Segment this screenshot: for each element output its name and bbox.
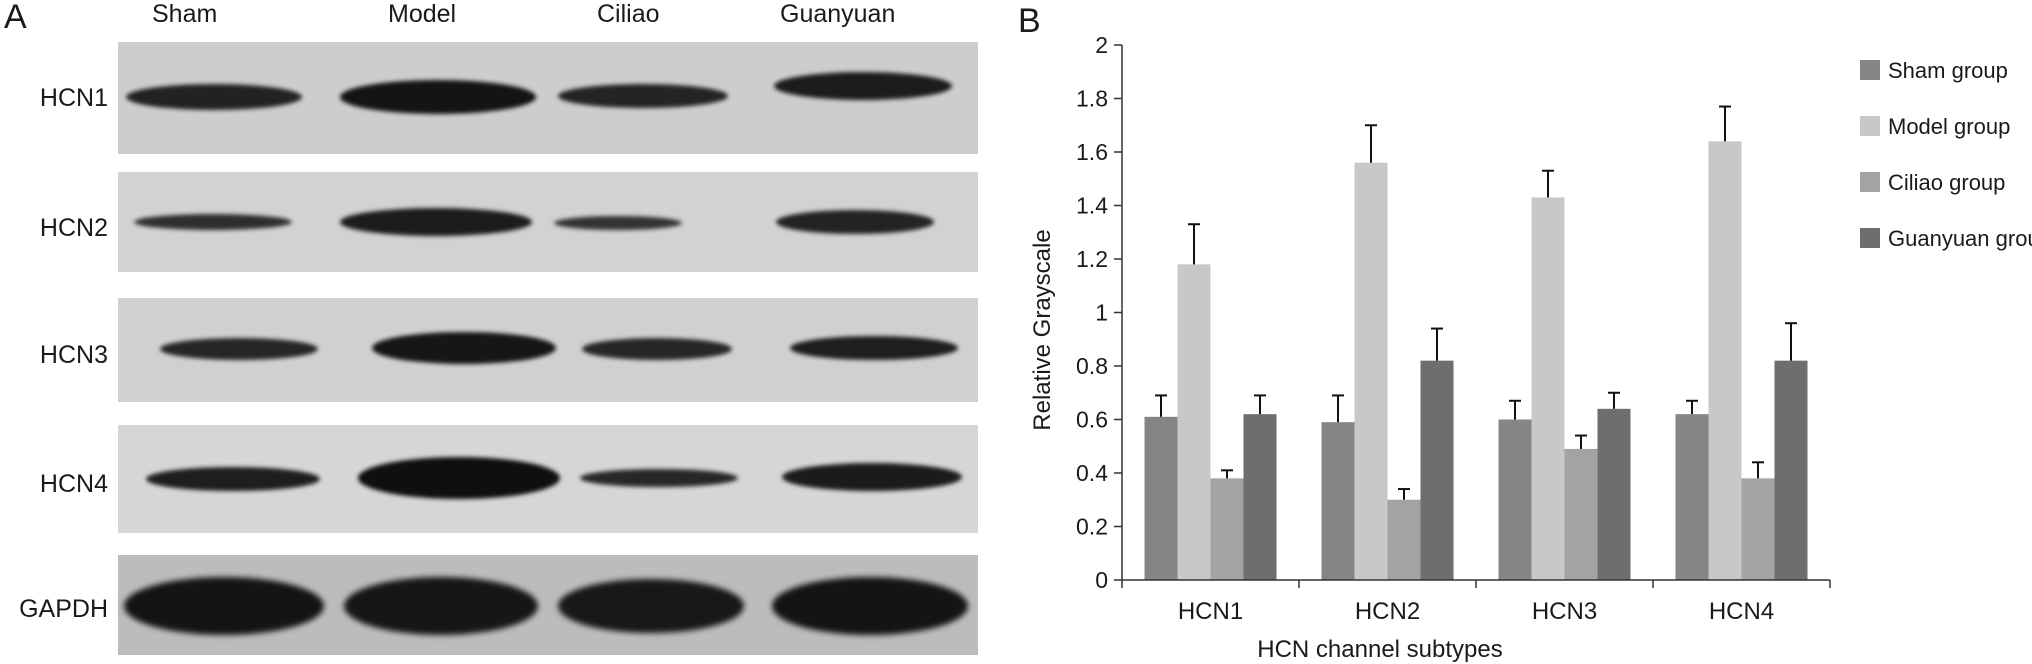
bar-chart: 0 0.2 0.4 0.6 0.8 1 1.2 1.4 1.6 1.8 2 HCN1 HCN2 HCN3 H… [1029, 32, 2032, 663]
blot-band [582, 338, 732, 360]
bar [1210, 478, 1244, 580]
blot-band [358, 457, 560, 499]
y-tick-label: 2 [1095, 32, 1108, 58]
bar [1354, 162, 1388, 580]
x-axis-title: HCN channel subtypes [1257, 636, 1502, 663]
blot-band [558, 84, 728, 108]
legend-label: Guanyuan group [1888, 226, 2032, 251]
x-tick-label: HCN3 [1532, 598, 1597, 625]
y-tick-label: 0.6 [1076, 407, 1108, 433]
blot-band [558, 579, 744, 633]
y-tick-label: 0.8 [1076, 353, 1108, 379]
bar [1597, 408, 1631, 580]
blot-band [554, 216, 682, 230]
blot-strip-hcn2 [118, 172, 978, 272]
bars-layer [1144, 105, 1808, 581]
legend-label: Sham group [1888, 58, 2008, 83]
bar [1675, 414, 1709, 580]
blot-band [340, 208, 532, 236]
bar [1144, 416, 1178, 580]
bar [1243, 414, 1277, 580]
legend-swatch [1860, 172, 1880, 192]
legend-label: Ciliao group [1888, 170, 2005, 195]
bar [1774, 360, 1808, 580]
bar [1498, 419, 1532, 580]
y-tick-label: 1.8 [1076, 86, 1108, 112]
y-tick-label: 0 [1095, 567, 1108, 593]
row-label-gapdh: GAPDH [19, 595, 108, 623]
x-tick-label: HCN4 [1709, 598, 1774, 625]
bar [1531, 197, 1565, 580]
blot-band [790, 336, 958, 360]
legend-label: Model group [1888, 114, 2010, 139]
row-label-hcn3: HCN3 [39, 341, 108, 369]
panel-a-label: A [4, 0, 27, 36]
y-tick-label: 1.4 [1076, 193, 1108, 219]
bar [1708, 141, 1742, 581]
blot-strip-hcn4 [118, 425, 978, 533]
y-tick-label: 0.4 [1076, 460, 1108, 486]
blot-band [774, 72, 952, 100]
y-axis-title: Relative Grayscale [1029, 229, 1056, 430]
bar [1420, 360, 1454, 580]
x-tick-label: HCN2 [1355, 598, 1420, 625]
y-tick-label: 0.2 [1076, 514, 1108, 540]
y-tick-label: 1 [1095, 300, 1108, 326]
bar [1564, 448, 1598, 580]
blot-band [580, 469, 738, 487]
legend: Sham group Model group Ciliao group Guanyua… [1860, 58, 2032, 251]
blot-band [776, 210, 934, 234]
lane-label-model: Model [388, 0, 457, 28]
y-tick-label: 1.2 [1076, 246, 1108, 272]
bar [1177, 264, 1211, 580]
blot-band [344, 577, 538, 635]
blot-band [340, 80, 536, 114]
bar [1741, 478, 1775, 580]
blot-band [126, 84, 302, 110]
axes-layer: 0 0.2 0.4 0.6 0.8 1 1.2 1.4 1.6 1.8 2 HCN1 HCN2 HCN3 H… [1076, 32, 1831, 625]
y-tick-label: 1.6 [1076, 139, 1108, 165]
legend-swatch [1860, 116, 1880, 136]
row-label-hcn4: HCN4 [39, 470, 108, 498]
row-label-hcn1: HCN1 [39, 84, 108, 112]
legend-swatch [1860, 228, 1880, 248]
bar [1387, 499, 1421, 580]
bar [1321, 422, 1355, 580]
lane-label-sham: Sham [152, 0, 218, 28]
blot-strip-hcn3 [118, 298, 978, 402]
lane-label-ciliao: Ciliao [597, 0, 660, 28]
blot-strip-hcn1 [118, 42, 978, 154]
blot-band [160, 338, 318, 360]
blot-strip-gapdh [118, 555, 978, 655]
blot-band [772, 577, 968, 635]
lane-label-guanyuan: Guanyuan [780, 0, 896, 28]
blot-band [782, 463, 962, 491]
blot-band [134, 214, 292, 230]
row-label-hcn2: HCN2 [39, 214, 108, 242]
blot-band [124, 577, 324, 635]
x-tick-label: HCN1 [1178, 598, 1243, 625]
blot-band [372, 332, 556, 364]
legend-swatch [1860, 60, 1880, 80]
panel-b-label: B [1018, 2, 1041, 40]
blot-band [146, 467, 320, 491]
